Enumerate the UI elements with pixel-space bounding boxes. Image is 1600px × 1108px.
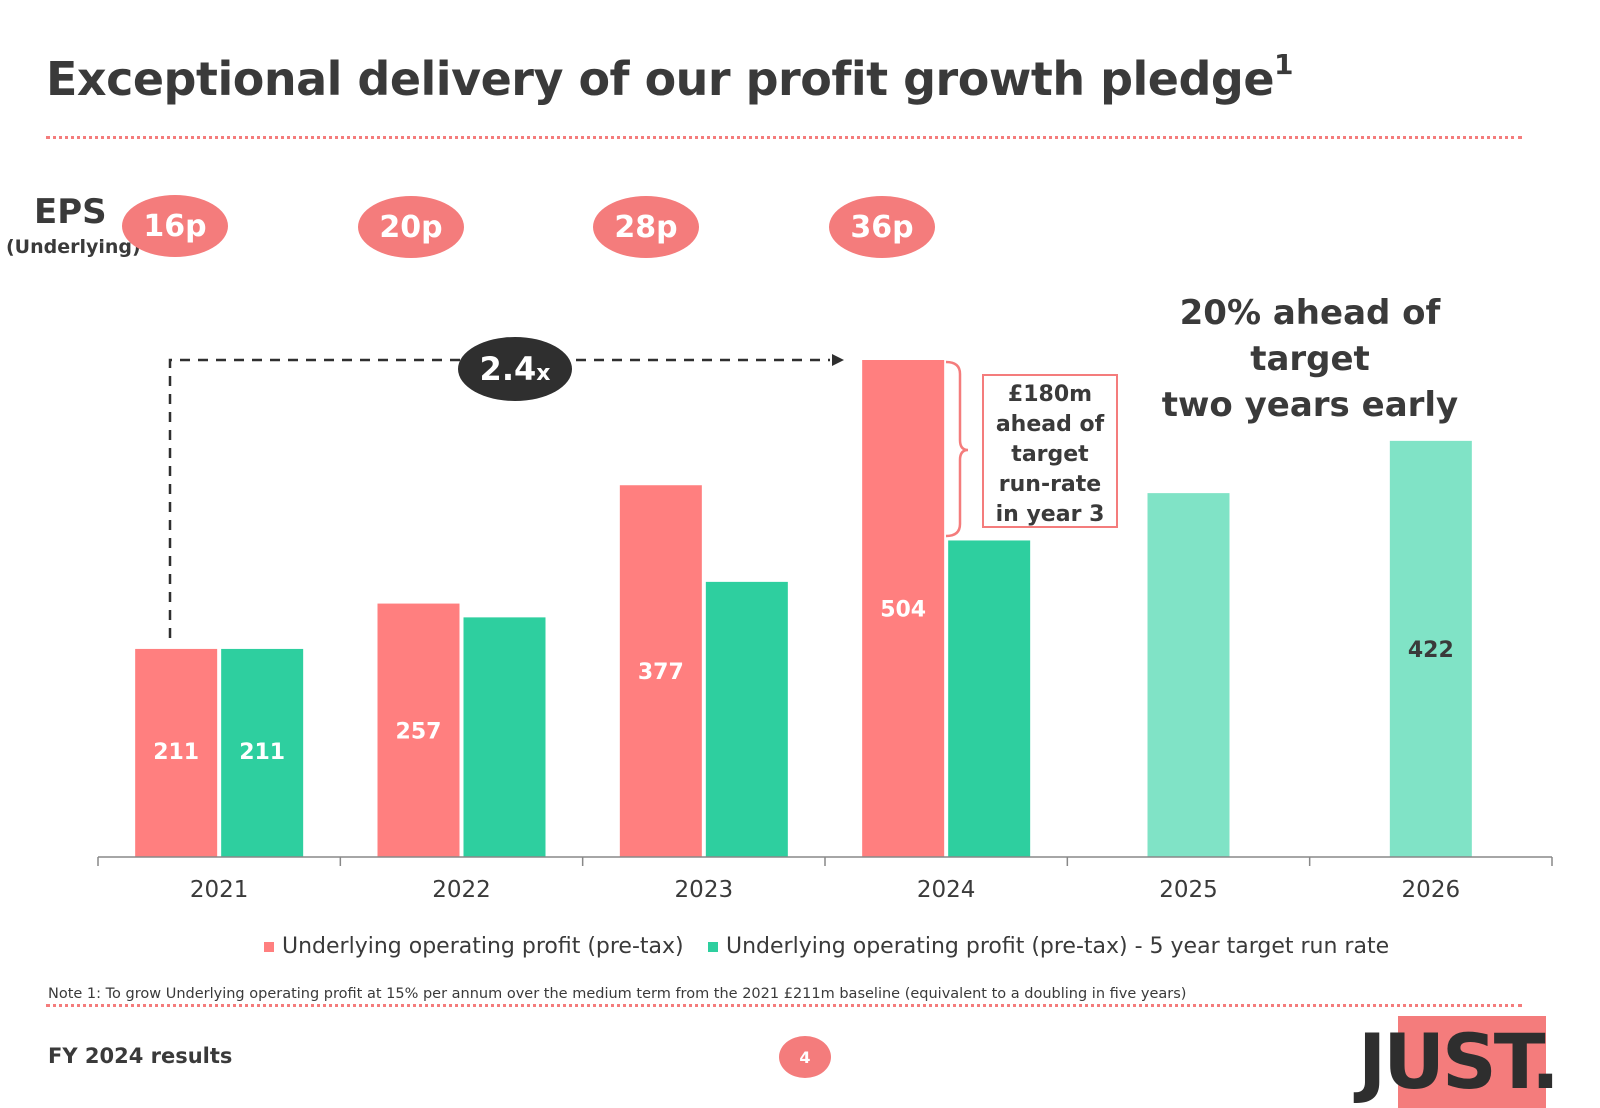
callout-box: £180m ahead of target run-rate in year 3 [982, 374, 1118, 528]
bar-actual-2021 [135, 648, 218, 857]
growth-arrowhead [832, 354, 844, 366]
callout-line-3: target [1011, 442, 1089, 467]
page-number: 4 [779, 1036, 831, 1078]
ahead-heading: 20% ahead of target two years early [1130, 290, 1490, 428]
eps-pill-2024: 36p [829, 196, 935, 258]
legend-label-target: Underlying operating profit (pre-tax) - … [726, 934, 1390, 959]
eps-sublabel: (Underlying) [6, 236, 141, 258]
bar-label-actual-2024: 504 [880, 598, 926, 623]
ahead-heading-line1: 20% ahead of target [1179, 293, 1441, 379]
bar-target-2023 [705, 581, 788, 857]
callout-line-5: in year 3 [995, 502, 1105, 527]
x-tick-label-2023: 2023 [675, 877, 734, 903]
growth-dashed-line [168, 358, 830, 638]
callout-line-2: ahead of [995, 412, 1105, 437]
callout-line-4: run-rate [998, 472, 1102, 497]
footer-divider [46, 1004, 1522, 1007]
bar-label-actual-2023: 377 [638, 660, 684, 685]
legend-item-actual: Underlying operating profit (pre-tax) [264, 934, 684, 959]
x-tick-label-2025: 2025 [1159, 877, 1218, 903]
x-tick-label-2024: 2024 [917, 877, 976, 903]
bar-target-2026 [1389, 440, 1472, 857]
bar-label-target-2021: 211 [239, 740, 285, 765]
bar-label-actual-2022: 257 [396, 719, 442, 744]
eps-pill-2023: 28p [593, 196, 699, 258]
x-tick-label-2026: 2026 [1402, 877, 1461, 903]
bar-actual-2023 [619, 485, 702, 857]
bar-actual-2024 [862, 360, 945, 857]
bar-target-2025 [1147, 493, 1230, 857]
title-footnote-marker: 1 [1274, 48, 1294, 81]
bar-target-2024 [948, 540, 1031, 857]
callout-brace [945, 360, 969, 538]
logo-block [1398, 1016, 1546, 1108]
bar-actual-2022 [377, 603, 460, 857]
page-title: Exceptional delivery of our profit growt… [46, 48, 1294, 106]
ahead-heading-line2: two years early [1161, 385, 1459, 425]
eps-pill-2022: 20p [358, 196, 464, 258]
x-tick-label-2021: 2021 [190, 877, 249, 903]
bar-target-2021 [221, 648, 304, 857]
just-logo: JUST. [1358, 1017, 1560, 1106]
legend-item-target: Underlying operating profit (pre-tax) - … [708, 934, 1389, 959]
title-divider [46, 136, 1522, 139]
callout-line-1: £180m [1007, 382, 1093, 407]
footer-label: FY 2024 results [48, 1044, 233, 1068]
eps-pill-2021: 16p [122, 195, 228, 257]
bar-label-target-2026: 422 [1408, 638, 1454, 663]
eps-label: EPS [34, 192, 107, 232]
growth-multiple-badge: 2.4 x [458, 337, 572, 401]
bar-target-2022 [463, 617, 546, 857]
x-tick-label-2022: 2022 [432, 877, 491, 903]
legend-label-actual: Underlying operating profit (pre-tax) [282, 934, 684, 959]
footnote: Note 1: To grow Underlying operating pro… [48, 986, 1187, 1002]
legend-swatch-target [708, 941, 718, 952]
legend-swatch-actual [264, 941, 274, 952]
bar-label-actual-2021: 211 [153, 740, 199, 765]
